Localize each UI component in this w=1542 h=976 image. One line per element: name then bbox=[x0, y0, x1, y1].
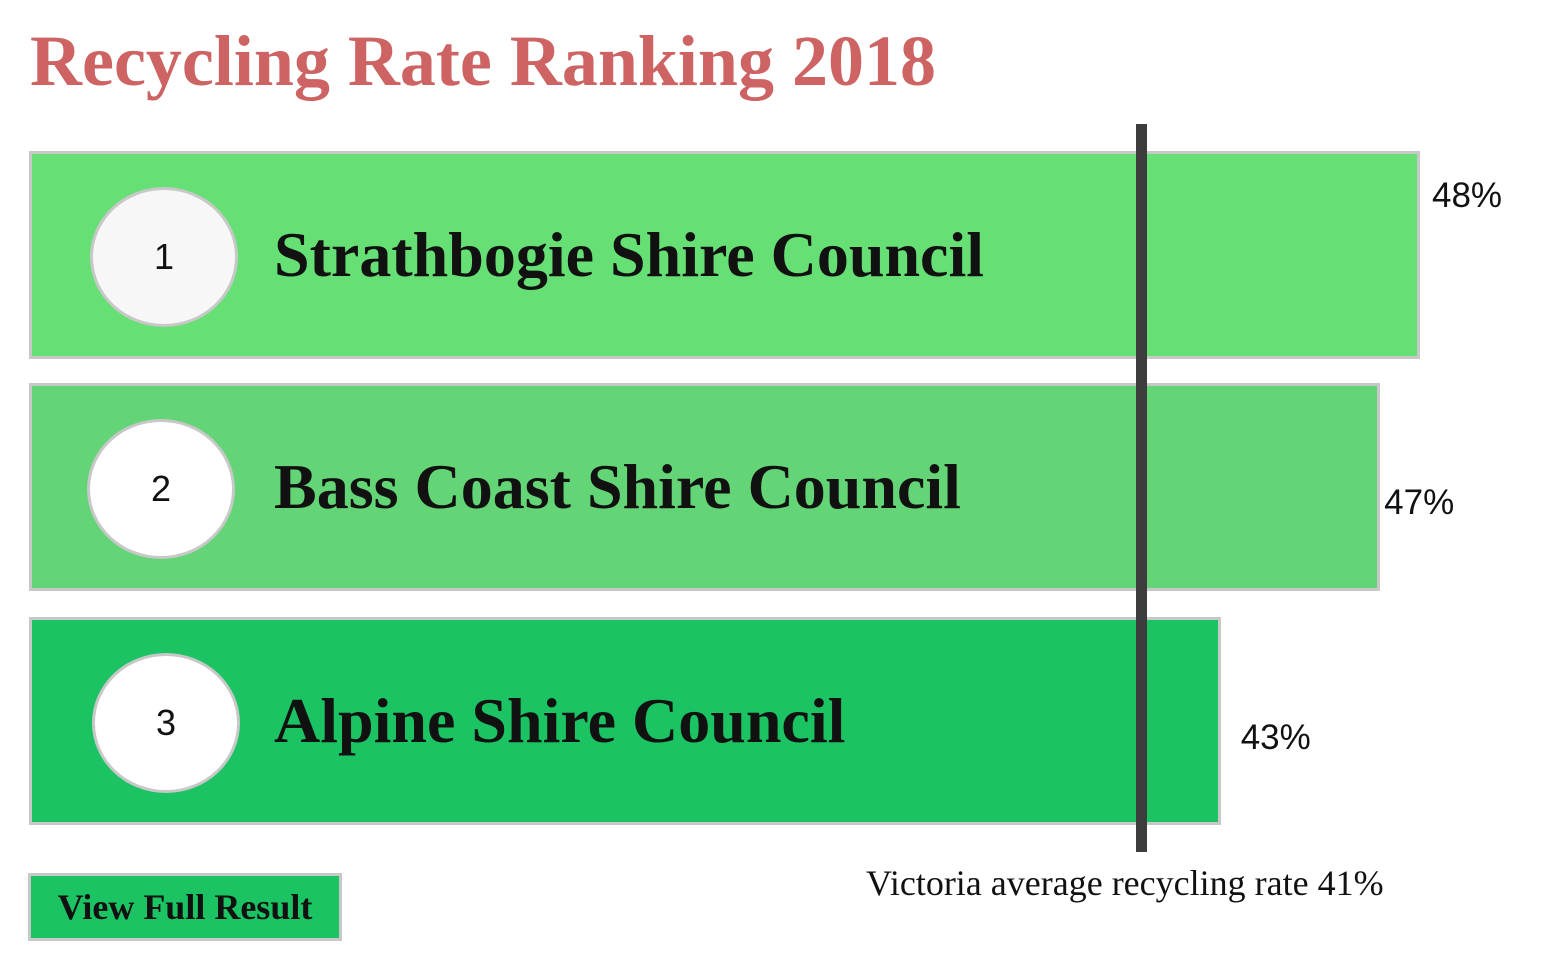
rank-badge: 2 bbox=[87, 419, 235, 559]
council-name: Alpine Shire Council bbox=[274, 685, 846, 756]
value-label: 48% bbox=[1432, 176, 1503, 215]
value-label: 47% bbox=[1384, 483, 1455, 522]
view-full-result-button[interactable]: View Full Result bbox=[28, 873, 342, 941]
ranking-bar: 3 Alpine Shire Council bbox=[29, 617, 1221, 825]
ranking-bar: 1 Strathbogie Shire Council bbox=[29, 151, 1420, 359]
rank-badge: 3 bbox=[92, 653, 240, 793]
council-name: Bass Coast Shire Council bbox=[274, 451, 961, 522]
ranking-bar: 2 Bass Coast Shire Council bbox=[29, 383, 1381, 591]
page-title: Recycling Rate Ranking 2018 bbox=[30, 21, 936, 101]
rank-badge: 1 bbox=[90, 187, 238, 327]
average-reference-line bbox=[1136, 124, 1147, 852]
council-name: Strathbogie Shire Council bbox=[274, 219, 984, 290]
value-label: 43% bbox=[1240, 718, 1311, 757]
average-reference-label: Victoria average recycling rate 41% bbox=[866, 863, 1384, 903]
